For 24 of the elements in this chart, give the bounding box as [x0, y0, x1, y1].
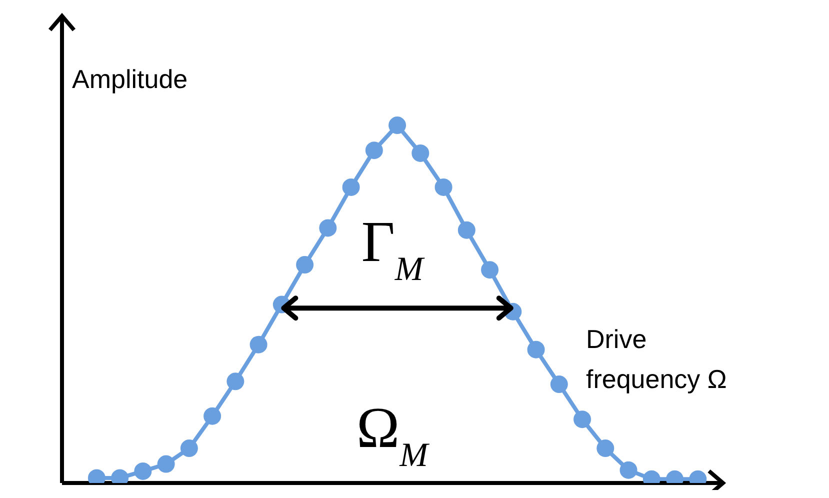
point	[596, 440, 614, 458]
y-axis-title: Amplitude	[72, 64, 188, 94]
point	[250, 336, 268, 354]
point	[412, 144, 430, 162]
point	[319, 219, 337, 237]
point	[550, 376, 568, 394]
x-axis-title: Drive frequency Ω	[586, 324, 727, 394]
point	[180, 440, 198, 458]
point	[365, 142, 383, 160]
point	[620, 461, 638, 479]
annotation: Γ$_{M}$	[361, 209, 425, 288]
point	[296, 256, 314, 274]
point	[134, 462, 152, 480]
point	[157, 455, 175, 473]
point	[527, 340, 545, 358]
point	[574, 410, 592, 428]
point	[434, 178, 452, 196]
annotation: Ω$_{M}$	[356, 395, 430, 474]
point	[204, 407, 222, 425]
point	[226, 372, 244, 390]
point	[342, 178, 360, 196]
point	[458, 221, 476, 239]
point	[388, 116, 406, 134]
point	[481, 261, 499, 279]
